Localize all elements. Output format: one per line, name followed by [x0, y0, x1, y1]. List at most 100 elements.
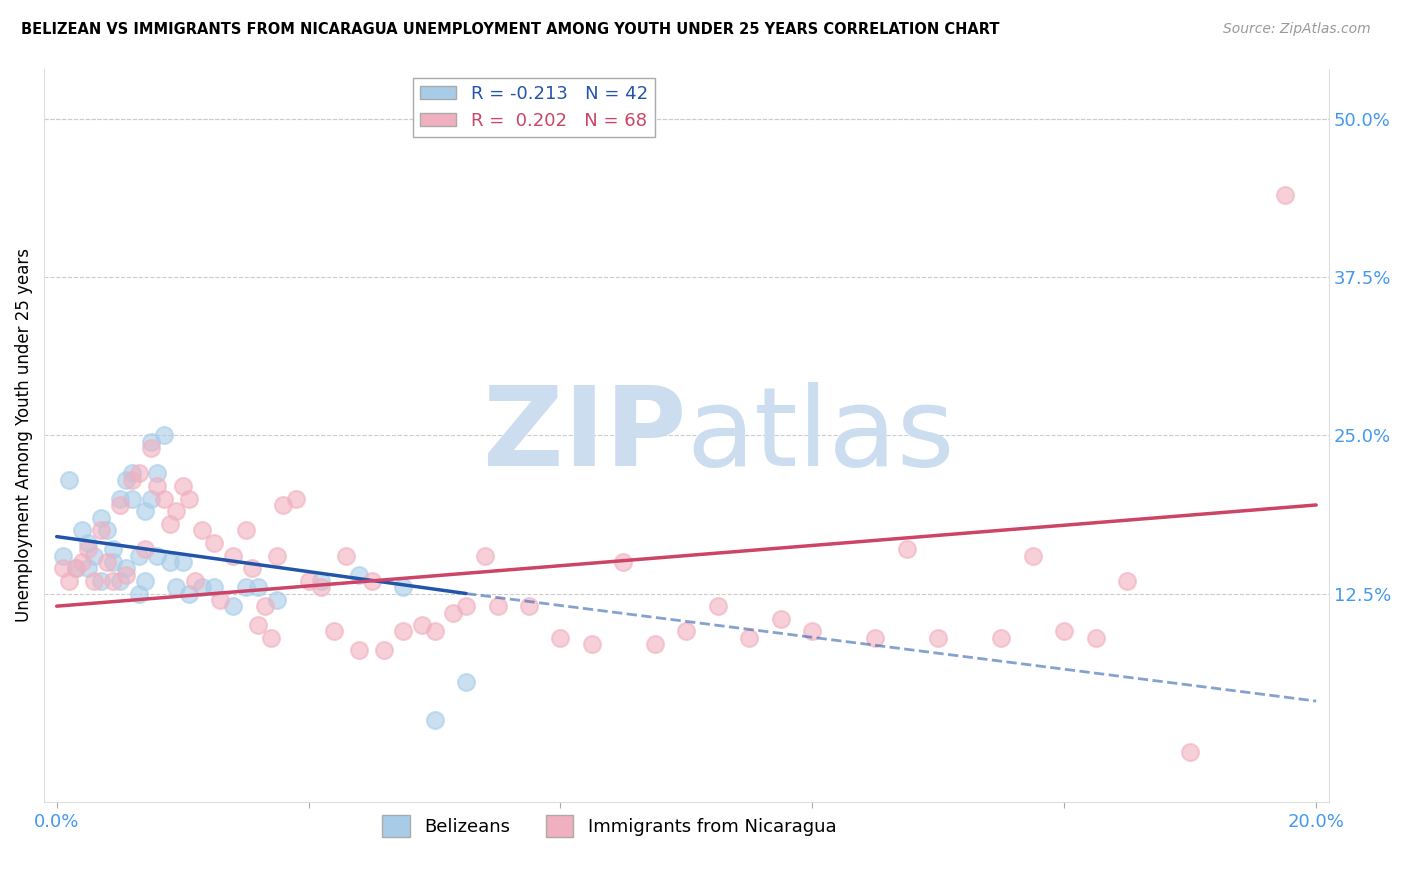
Point: [222, 599, 245, 614]
Point: [335, 549, 357, 563]
Point: [58, 574, 80, 588]
Point: [990, 631, 1012, 645]
Point: [128, 467, 150, 481]
Point: [103, 555, 125, 569]
Point: [121, 467, 143, 481]
Point: [83, 549, 105, 563]
Point: [347, 567, 370, 582]
Point: [96, 523, 118, 537]
Text: ZIP: ZIP: [484, 382, 686, 489]
Point: [141, 441, 163, 455]
Point: [159, 516, 181, 531]
Point: [1274, 188, 1296, 202]
Point: [77, 542, 100, 557]
Point: [247, 580, 270, 594]
Point: [240, 561, 263, 575]
Point: [70, 523, 93, 537]
Point: [285, 491, 308, 506]
Point: [77, 536, 100, 550]
Point: [474, 549, 496, 563]
Point: [454, 675, 477, 690]
Point: [134, 504, 156, 518]
Point: [52, 549, 75, 563]
Point: [360, 574, 382, 588]
Point: [235, 523, 257, 537]
Point: [347, 643, 370, 657]
Point: [115, 567, 138, 582]
Point: [190, 580, 212, 594]
Point: [209, 592, 232, 607]
Point: [517, 599, 540, 614]
Point: [1022, 549, 1045, 563]
Point: [322, 624, 344, 639]
Point: [247, 618, 270, 632]
Point: [896, 542, 918, 557]
Y-axis label: Unemployment Among Youth under 25 years: Unemployment Among Youth under 25 years: [15, 248, 32, 623]
Point: [235, 580, 257, 594]
Point: [309, 580, 332, 594]
Point: [266, 549, 288, 563]
Point: [392, 624, 415, 639]
Point: [52, 561, 75, 575]
Point: [159, 555, 181, 569]
Point: [65, 561, 87, 575]
Point: [1053, 624, 1076, 639]
Point: [454, 599, 477, 614]
Point: [297, 574, 319, 588]
Point: [115, 561, 138, 575]
Point: [134, 542, 156, 557]
Point: [423, 713, 446, 727]
Point: [177, 586, 200, 600]
Point: [190, 523, 212, 537]
Point: [675, 624, 697, 639]
Point: [423, 624, 446, 639]
Point: [486, 599, 509, 614]
Point: [172, 479, 194, 493]
Point: [1084, 631, 1107, 645]
Point: [273, 498, 295, 512]
Point: [644, 637, 666, 651]
Point: [165, 580, 187, 594]
Point: [443, 606, 465, 620]
Point: [707, 599, 730, 614]
Point: [83, 574, 105, 588]
Point: [738, 631, 761, 645]
Point: [202, 536, 225, 550]
Point: [146, 479, 169, 493]
Point: [1116, 574, 1139, 588]
Point: [260, 631, 283, 645]
Point: [177, 491, 200, 506]
Point: [96, 555, 118, 569]
Point: [58, 473, 80, 487]
Point: [128, 549, 150, 563]
Point: [801, 624, 824, 639]
Point: [927, 631, 949, 645]
Point: [146, 467, 169, 481]
Point: [70, 555, 93, 569]
Point: [309, 574, 332, 588]
Text: atlas: atlas: [686, 382, 955, 489]
Point: [115, 473, 138, 487]
Text: Source: ZipAtlas.com: Source: ZipAtlas.com: [1223, 22, 1371, 37]
Point: [121, 491, 143, 506]
Point: [769, 612, 792, 626]
Point: [152, 428, 174, 442]
Point: [108, 498, 131, 512]
Point: [550, 631, 572, 645]
Point: [172, 555, 194, 569]
Point: [103, 574, 125, 588]
Point: [266, 592, 288, 607]
Point: [90, 574, 112, 588]
Legend: Belizeans, Immigrants from Nicaragua: Belizeans, Immigrants from Nicaragua: [375, 808, 844, 845]
Point: [90, 510, 112, 524]
Point: [103, 542, 125, 557]
Point: [141, 491, 163, 506]
Point: [612, 555, 634, 569]
Point: [253, 599, 276, 614]
Point: [134, 574, 156, 588]
Text: BELIZEAN VS IMMIGRANTS FROM NICARAGUA UNEMPLOYMENT AMONG YOUTH UNDER 25 YEARS CO: BELIZEAN VS IMMIGRANTS FROM NICARAGUA UN…: [21, 22, 1000, 37]
Point: [202, 580, 225, 594]
Point: [865, 631, 887, 645]
Point: [108, 574, 131, 588]
Point: [392, 580, 415, 594]
